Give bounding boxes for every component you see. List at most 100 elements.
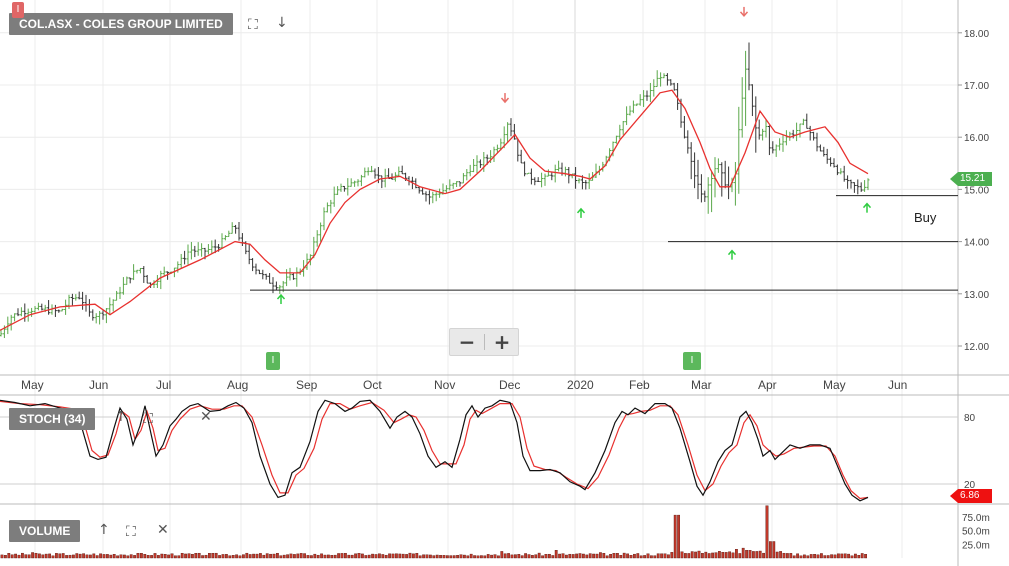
ohlc-bar [81, 291, 85, 310]
volume-bar [565, 554, 568, 559]
zoom-out-button[interactable]: − [458, 330, 476, 354]
volume-bar [799, 555, 803, 559]
volume-bar [119, 554, 123, 559]
volume-bar [779, 551, 783, 559]
volume-bar [398, 553, 402, 559]
ohlc-bar [618, 124, 622, 140]
ohlc-bar [40, 303, 44, 311]
close-icon[interactable]: ✕ [200, 409, 212, 425]
expand-icon[interactable]: ⛶ [143, 411, 153, 427]
ohlc-bar [363, 167, 367, 178]
event-marker-icon[interactable]: I [12, 2, 24, 18]
volume-bar [262, 554, 266, 559]
ohlc-bar [744, 50, 748, 126]
price-tick-label: 17.00 [964, 81, 989, 92]
volume-bar [854, 553, 857, 559]
ohlc-bar [533, 177, 537, 186]
volume-bar [415, 553, 419, 559]
ohlc-bar [421, 188, 425, 195]
ohlc-bar [863, 180, 867, 192]
ohlc-bar [638, 94, 642, 106]
ohlc-bar [723, 160, 727, 189]
ohlc-bar [645, 90, 649, 101]
ohlc-bar [322, 207, 326, 231]
ohlc-bar [693, 152, 697, 189]
buy-arrow-icon [727, 249, 737, 260]
ohlc-bar [227, 230, 231, 238]
volume-bar [803, 554, 806, 559]
volume-bar [323, 554, 327, 559]
zoom-in-button[interactable]: + [493, 330, 511, 354]
volume-bar [187, 553, 191, 559]
x-tick-label: Feb [629, 378, 650, 392]
ohlc-bar [835, 164, 839, 176]
ohlc-bar [128, 277, 132, 284]
volume-bar [643, 555, 647, 559]
volume-bar [248, 554, 252, 559]
volume-bar [31, 552, 34, 559]
volume-bar [469, 553, 473, 559]
ohlc-bar [557, 160, 561, 172]
arrow-up-icon[interactable]: ↑ [98, 522, 110, 538]
ohlc-bar [332, 186, 336, 207]
expand-icon[interactable]: ⛶ [126, 524, 136, 540]
ohlc-bar [53, 304, 57, 317]
volume-bar [7, 553, 11, 559]
arrow-down-icon[interactable]: ↓ [276, 15, 288, 31]
ohlc-bar [159, 270, 163, 290]
volume-bar [48, 553, 52, 559]
volume-bar [259, 553, 262, 559]
ohlc-bar [676, 83, 680, 110]
ohlc-bar [655, 70, 659, 88]
ohlc-bar [70, 293, 74, 306]
volume-bar [595, 553, 599, 559]
volume-bar [82, 553, 86, 559]
event-marker-feb[interactable]: I [683, 352, 701, 370]
volume-bar [153, 553, 157, 559]
volume-bar [276, 552, 279, 559]
volume-bar [755, 551, 759, 559]
ohlc-bar [111, 299, 115, 312]
expand-icon[interactable]: ⛶ [248, 17, 258, 33]
volume-bar [296, 553, 300, 559]
volume-bar [14, 553, 17, 559]
ohlc-bar [866, 178, 870, 191]
volume-bar [548, 553, 551, 559]
ohlc-bar [611, 141, 615, 157]
volume-bar [422, 554, 425, 559]
volume-bar [221, 554, 225, 559]
volume-bar [357, 553, 361, 559]
close-icon[interactable]: ✕ [157, 522, 169, 538]
volume-bar [588, 553, 592, 559]
volume-bar [391, 553, 395, 559]
ohlc-bar [502, 126, 506, 149]
volume-bar [847, 553, 851, 559]
ohlc-bar [125, 276, 129, 285]
volume-bar [728, 551, 732, 559]
ohlc-bar [652, 79, 656, 97]
volume-bar [486, 554, 490, 559]
volume-bar [735, 549, 738, 559]
volume-bar [384, 554, 388, 559]
chart-title: COL.ASX - COLES GROUP LIMITED [9, 13, 233, 35]
sell-arrow-icon [739, 6, 749, 18]
volume-bar [544, 554, 548, 559]
volume-bar [303, 553, 306, 559]
ohlc-bar [274, 281, 278, 291]
volume-bar [364, 555, 368, 559]
volume-bar [371, 553, 374, 559]
volume-bar [109, 554, 113, 559]
ohlc-bar [339, 183, 343, 192]
ohlc-bar [546, 169, 550, 177]
volume-bar [520, 555, 524, 559]
ohlc-bar [672, 82, 676, 91]
volume-bar [167, 554, 170, 559]
arrow-up-icon[interactable]: ↑ [115, 409, 127, 425]
volume-bar [116, 555, 120, 559]
ohlc-bar [737, 106, 741, 194]
last-price-tag-shape [950, 172, 992, 186]
ohlc-bar [400, 165, 404, 175]
volume-bar [71, 554, 75, 559]
event-marker-aug[interactable]: I [266, 352, 280, 370]
